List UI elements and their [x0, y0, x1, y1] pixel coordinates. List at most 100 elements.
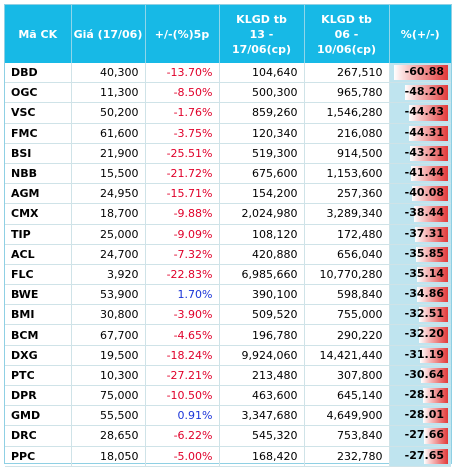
- table-row: BSI 21,900 -25.51% 519,300 914,500 -43.21: [5, 143, 451, 164]
- price-cell: 55,500: [71, 405, 146, 427]
- header-line: 13 - 17/06(cp): [231, 27, 292, 56]
- price-cell: 18,050: [71, 446, 146, 467]
- volume-change-cell: -31.19: [389, 345, 451, 366]
- header-line: Giá (17/06): [73, 27, 143, 41]
- header-change-5p: +/-(%)5p: [145, 5, 220, 63]
- stock-code-cell: FLC: [5, 264, 72, 286]
- volume-change-cell: -41.44: [389, 163, 451, 185]
- volume-previous-cell: 14,421,440: [304, 345, 390, 366]
- volume-change-bar: [394, 65, 448, 81]
- volume-previous-cell: 10,770,280: [304, 264, 390, 286]
- volume-recent-cell: 859,260: [219, 102, 305, 124]
- price-cell: 50,200: [71, 102, 146, 124]
- volume-change-label: -41.44: [404, 165, 444, 179]
- volume-change-bar: [423, 448, 448, 464]
- change-5p-cell: -8.50%: [145, 82, 220, 104]
- price-cell: 24,700: [71, 244, 146, 265]
- stock-code-cell: DRC: [5, 425, 72, 447]
- change-5p-cell: -21.72%: [145, 163, 220, 185]
- table-body: DBD 40,300 -13.70% 104,640 267,510 -60.88 OGC 1…: [5, 63, 451, 467]
- table-row: CMX 18,700 -9.88% 2,024,980 3,289,340 -38.44: [5, 203, 451, 225]
- price-cell: 53,900: [71, 284, 146, 306]
- change-5p-cell: -3.75%: [145, 123, 220, 144]
- volume-previous-cell: 3,289,340: [304, 203, 390, 225]
- volume-recent-cell: 519,300: [219, 143, 305, 164]
- volume-previous-cell: 965,780: [304, 82, 390, 104]
- stock-code-cell: BCM: [5, 324, 72, 346]
- price-cell: 24,950: [71, 183, 146, 205]
- volume-change-label: -48.20: [404, 85, 444, 99]
- volume-recent-cell: 120,340: [219, 123, 305, 144]
- volume-recent-cell: 675,600: [219, 163, 305, 185]
- volume-change-bar: [419, 327, 448, 343]
- volume-change-label: -60.88: [404, 65, 444, 78]
- volume-change-bar: [411, 165, 448, 182]
- table-row: PPC 18,050 -5.00% 168,420 232,780 -27.65: [5, 446, 451, 467]
- volume-change-cell: -35.14: [389, 264, 451, 286]
- change-5p-cell: -15.71%: [145, 183, 220, 205]
- volume-change-cell: -35.85: [389, 244, 451, 265]
- volume-recent-cell: 108,120: [219, 224, 305, 245]
- table-row: ACL 24,700 -7.32% 420,880 656,040 -35.85: [5, 244, 451, 265]
- volume-recent-cell: 545,320: [219, 425, 305, 447]
- volume-change-cell: -32.51: [389, 304, 451, 326]
- price-cell: 30,800: [71, 304, 146, 326]
- price-cell: 75,000: [71, 385, 146, 407]
- price-cell: 19,500: [71, 345, 146, 366]
- volume-change-label: -31.19: [404, 347, 444, 361]
- price-cell: 40,300: [71, 63, 146, 84]
- table-row: GMD 55,500 0.91% 3,347,680 4,649,900 -28.01: [5, 405, 451, 427]
- stock-volume-table-container: Mã CK Giá (17/06) +/-(%)5p KLGD tb 13 - 1…: [4, 4, 452, 467]
- volume-change-cell: -32.20: [389, 324, 451, 346]
- stock-code-cell: ACL: [5, 244, 72, 265]
- table-row: FMC 61,600 -3.75% 120,340 216,080 -44.31: [5, 123, 451, 144]
- header-volume-change: %(+/-): [389, 5, 451, 63]
- table-row: BWE 53,900 1.70% 390,100 598,840 -34.86: [5, 284, 451, 306]
- volume-change-label: -30.64: [404, 367, 444, 381]
- volume-change-label: -44.43: [404, 105, 444, 119]
- volume-change-cell: -37.31: [389, 224, 451, 245]
- stock-code-cell: OGC: [5, 82, 72, 104]
- price-cell: 25,000: [71, 224, 146, 245]
- stock-code-cell: PTC: [5, 365, 72, 387]
- change-5p-cell: 1.70%: [145, 284, 220, 306]
- header-line: %(+/-): [400, 27, 440, 41]
- volume-change-bar: [420, 367, 448, 383]
- volume-change-label: -32.20: [404, 327, 444, 341]
- volume-previous-cell: 267,510: [304, 63, 390, 84]
- volume-previous-cell: 598,840: [304, 284, 390, 306]
- volume-recent-cell: 9,924,060: [219, 345, 305, 366]
- volume-previous-cell: 755,000: [304, 304, 390, 326]
- volume-change-label: -27.65: [404, 448, 444, 462]
- volume-change-bar: [416, 266, 448, 283]
- volume-recent-cell: 500,300: [219, 82, 305, 104]
- table-row: PTC 10,300 -27.21% 213,480 307,800 -30.64: [5, 365, 451, 387]
- table-row: DBD 40,300 -13.70% 104,640 267,510 -60.88: [5, 63, 451, 84]
- change-5p-cell: -6.22%: [145, 425, 220, 447]
- stock-code-cell: DXG: [5, 345, 72, 366]
- volume-previous-cell: 1,546,280: [304, 102, 390, 124]
- volume-change-cell: -60.88: [389, 63, 451, 84]
- stock-code-cell: FMC: [5, 123, 72, 144]
- volume-recent-cell: 390,100: [219, 284, 305, 306]
- stock-code-cell: BSI: [5, 143, 72, 164]
- change-5p-cell: -18.24%: [145, 345, 220, 366]
- table-row: BMI 30,800 -3.90% 509,520 755,000 -32.51: [5, 304, 451, 326]
- stock-code-cell: CMX: [5, 203, 72, 225]
- volume-previous-cell: 216,080: [304, 123, 390, 144]
- volume-recent-cell: 420,880: [219, 244, 305, 265]
- volume-change-label: -32.51: [404, 307, 444, 321]
- change-5p-cell: -13.70%: [145, 63, 220, 84]
- header-line: KLGD tb: [236, 12, 287, 26]
- volume-previous-cell: 753,840: [304, 425, 390, 447]
- volume-change-label: -28.01: [404, 408, 444, 422]
- volume-change-bar: [409, 145, 448, 161]
- volume-change-bar: [405, 85, 448, 101]
- volume-change-label: -27.66: [404, 428, 444, 442]
- volume-previous-cell: 4,649,900: [304, 405, 390, 427]
- header-line: +/-(%)5p: [154, 27, 210, 41]
- volume-change-label: -37.31: [404, 226, 444, 240]
- table-row: AGM 24,950 -15.71% 154,200 257,360 -40.08: [5, 183, 451, 205]
- volume-change-cell: -28.14: [389, 385, 451, 407]
- stock-code-cell: DBD: [5, 63, 72, 84]
